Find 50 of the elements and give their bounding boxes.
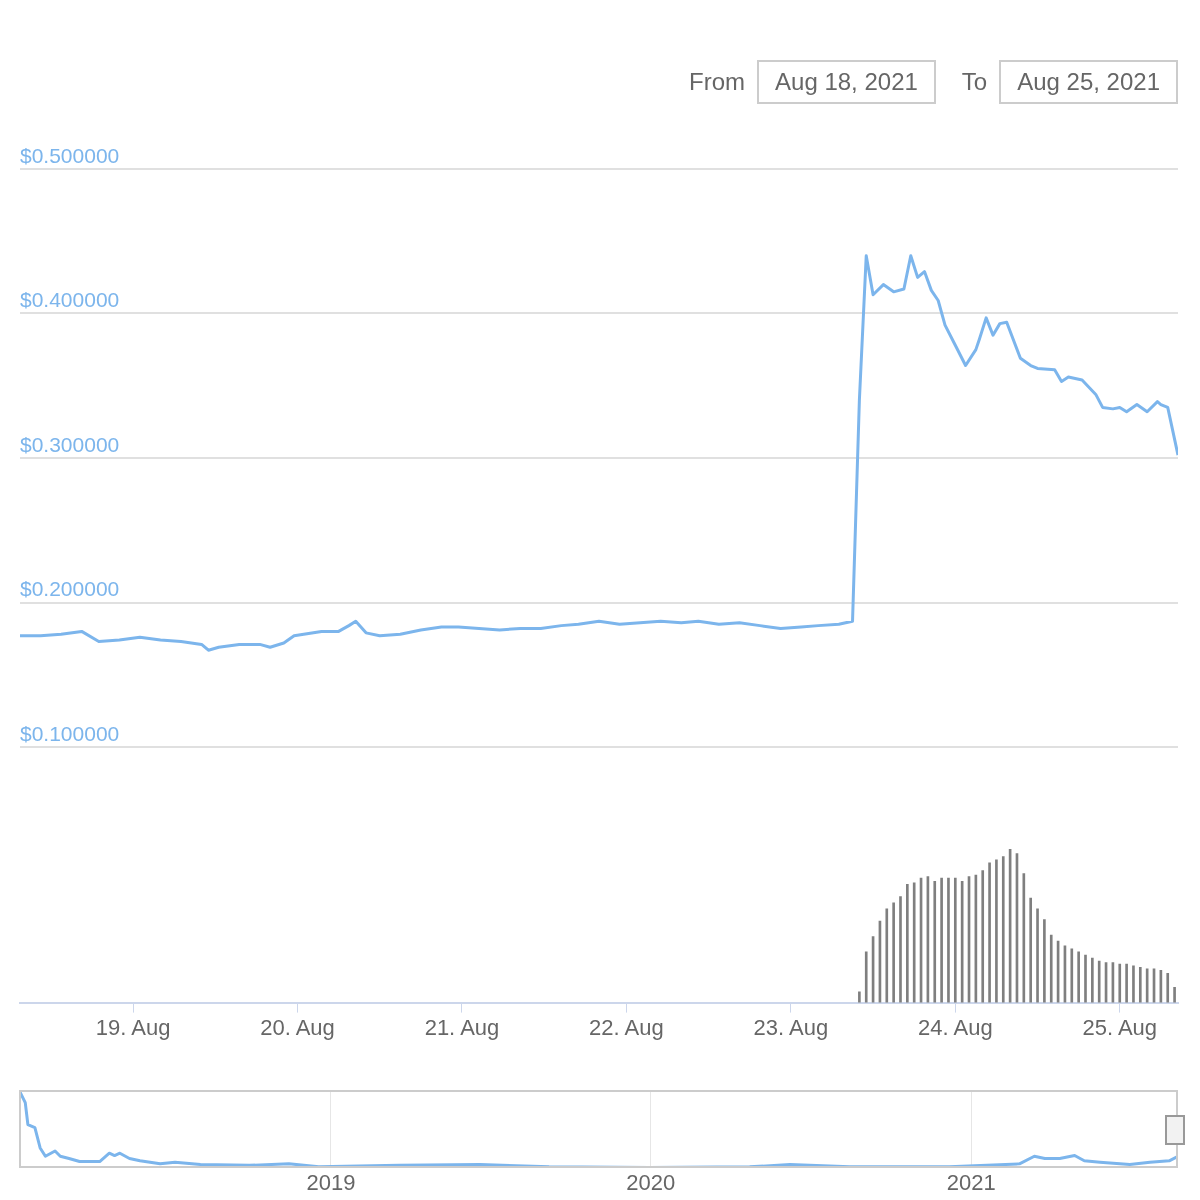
y-tick-label: $0.200000 xyxy=(20,577,120,601)
bar xyxy=(1077,951,1080,1003)
bar xyxy=(1022,873,1026,1003)
bar xyxy=(1036,908,1039,1003)
bar xyxy=(864,951,868,1003)
y-tick-label: $0.500000 xyxy=(20,143,120,167)
text: From xyxy=(689,68,746,96)
bar xyxy=(912,882,916,1003)
bar xyxy=(1001,856,1005,1003)
bar xyxy=(995,859,998,1003)
bar xyxy=(1049,934,1053,1003)
bar xyxy=(1097,960,1101,1003)
x-tick-label: 20. Aug xyxy=(260,1014,335,1040)
bar xyxy=(858,991,861,1003)
bar xyxy=(1125,963,1128,1003)
bar xyxy=(1132,965,1135,1003)
x-tick-label: 25. Aug xyxy=(1082,1014,1158,1040)
bar xyxy=(940,877,943,1003)
bar xyxy=(1138,966,1142,1003)
bar xyxy=(1091,957,1094,1003)
bar xyxy=(981,870,985,1003)
bar xyxy=(885,908,889,1003)
bar xyxy=(1084,954,1087,1003)
bar xyxy=(899,896,902,1003)
bar xyxy=(1070,948,1074,1003)
bar xyxy=(953,877,957,1003)
x-tick-label: 23. Aug xyxy=(753,1014,829,1040)
x-tick-label: 2019 xyxy=(306,1169,356,1195)
text: Aug 18, 2021 xyxy=(757,60,936,104)
text: Aug 25, 2021 xyxy=(999,60,1178,104)
bar xyxy=(1166,973,1170,1003)
text: To xyxy=(961,68,988,96)
x-tick-label: 19. Aug xyxy=(95,1014,171,1040)
bar xyxy=(947,877,950,1003)
y-tick-label: $0.300000 xyxy=(20,432,120,456)
x-tick-label: 22. Aug xyxy=(589,1014,664,1040)
bar xyxy=(892,902,895,1003)
y-tick-label: $0.400000 xyxy=(20,288,120,312)
bar xyxy=(906,884,909,1003)
bar xyxy=(988,862,991,1003)
bar xyxy=(1043,919,1046,1003)
x-tick-label: 2021 xyxy=(946,1169,996,1195)
x-tick-label: 2020 xyxy=(626,1169,676,1195)
bar xyxy=(933,880,937,1003)
bar xyxy=(1173,986,1176,1003)
bar xyxy=(1118,963,1122,1003)
y-tick-label: $0.100000 xyxy=(20,721,120,745)
x-tick-label: 24. Aug xyxy=(917,1014,993,1040)
x-tick-label: 21. Aug xyxy=(424,1014,500,1040)
bar xyxy=(1029,897,1033,1003)
